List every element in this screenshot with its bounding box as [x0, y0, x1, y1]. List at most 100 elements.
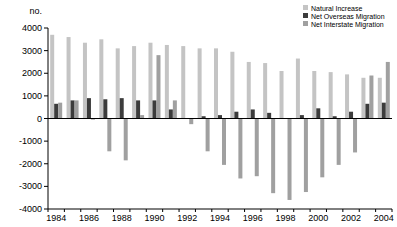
- y-tick: [44, 141, 48, 142]
- bar: [181, 46, 185, 118]
- y-tick: [44, 28, 48, 29]
- x-tick: [342, 209, 343, 212]
- y-tick: [44, 163, 48, 164]
- bar: [361, 78, 365, 119]
- bar: [349, 112, 353, 119]
- bar: [58, 103, 62, 119]
- bar: [378, 78, 382, 119]
- bar: [247, 62, 251, 119]
- bar: [353, 119, 357, 153]
- bar: [124, 119, 128, 161]
- bar: [140, 115, 144, 118]
- x-tick: [195, 209, 196, 212]
- bar: [251, 109, 255, 118]
- y-tick-label: -1000: [19, 136, 42, 146]
- x-tick-label: 1994: [210, 213, 230, 223]
- bar: [312, 71, 316, 119]
- y-tick-label: 2000: [22, 68, 42, 78]
- x-tick: [228, 209, 229, 212]
- bar: [288, 119, 292, 200]
- bar: [230, 52, 234, 119]
- x-tick-label: 1986: [79, 213, 99, 223]
- bar: [169, 109, 173, 118]
- y-tick-label: 4000: [22, 23, 42, 33]
- bar: [206, 119, 210, 152]
- x-tick: [277, 209, 278, 212]
- legend-label: Natural Increase: [311, 5, 362, 12]
- legend-label: Net Overseas Migration: [311, 13, 385, 21]
- bar: [156, 55, 160, 118]
- bar: [320, 119, 324, 178]
- bar: [337, 119, 341, 165]
- bar: [152, 100, 156, 118]
- y-tick-label: 0: [37, 114, 42, 124]
- bar: [218, 115, 222, 118]
- legend-swatch: [303, 5, 308, 10]
- bar: [263, 63, 267, 118]
- x-tick: [310, 209, 311, 212]
- bar: [329, 72, 333, 118]
- bar: [103, 99, 107, 118]
- bars: [50, 35, 390, 200]
- x-tick: [162, 209, 163, 212]
- bar: [300, 115, 304, 118]
- y-tick: [44, 73, 48, 74]
- bar: [267, 113, 271, 119]
- bar: [214, 48, 218, 118]
- x-tick: [80, 209, 81, 212]
- y-tick-label: -3000: [19, 181, 42, 191]
- y-tick: [44, 209, 48, 210]
- y-tick: [44, 95, 48, 96]
- x-tick: [293, 209, 294, 212]
- y-tick-label: -2000: [19, 159, 42, 169]
- zero-line: [48, 118, 392, 119]
- bar: [71, 100, 75, 118]
- x-tick: [129, 209, 130, 212]
- bar: [345, 74, 349, 118]
- bar: [165, 45, 169, 119]
- x-tick: [64, 209, 65, 212]
- bar: [296, 59, 300, 119]
- bar: [75, 100, 79, 118]
- x-tick-label: 1984: [46, 213, 66, 223]
- y-tick: [44, 186, 48, 187]
- bar: [238, 119, 242, 179]
- chart: no.-4000-3000-2000-100001000200030004000…: [0, 0, 397, 227]
- bar: [50, 35, 54, 119]
- x-tick: [48, 209, 49, 212]
- bar: [116, 48, 120, 118]
- bar: [189, 119, 193, 125]
- x-tick: [244, 209, 245, 212]
- x-tick: [211, 209, 212, 212]
- bar: [369, 76, 373, 119]
- bar: [99, 39, 103, 118]
- bar: [386, 62, 390, 119]
- x-tick: [146, 209, 147, 212]
- bar: [132, 46, 136, 118]
- x-tick: [359, 209, 360, 212]
- bar: [87, 98, 91, 118]
- bar: [107, 119, 111, 152]
- bar: [222, 119, 226, 165]
- bar: [54, 104, 58, 119]
- x-tick: [179, 209, 180, 212]
- bar: [304, 119, 308, 193]
- x-tick: [113, 209, 114, 212]
- bar: [120, 98, 124, 118]
- bar: [67, 37, 71, 118]
- bar: [148, 43, 152, 119]
- bar: [198, 48, 202, 118]
- x-tick-label: 1990: [144, 213, 164, 223]
- x-tick-label: 2004: [374, 213, 394, 223]
- bar: [136, 100, 140, 118]
- bar: [255, 119, 259, 177]
- bar: [173, 100, 177, 118]
- bar: [316, 108, 320, 118]
- bar: [234, 112, 238, 119]
- x-tick: [375, 209, 376, 212]
- x-axis: [48, 209, 392, 210]
- x-tick: [326, 209, 327, 212]
- bar: [365, 104, 369, 119]
- y-tick-label: 3000: [22, 46, 42, 56]
- x-tick-label: 2000: [308, 213, 328, 223]
